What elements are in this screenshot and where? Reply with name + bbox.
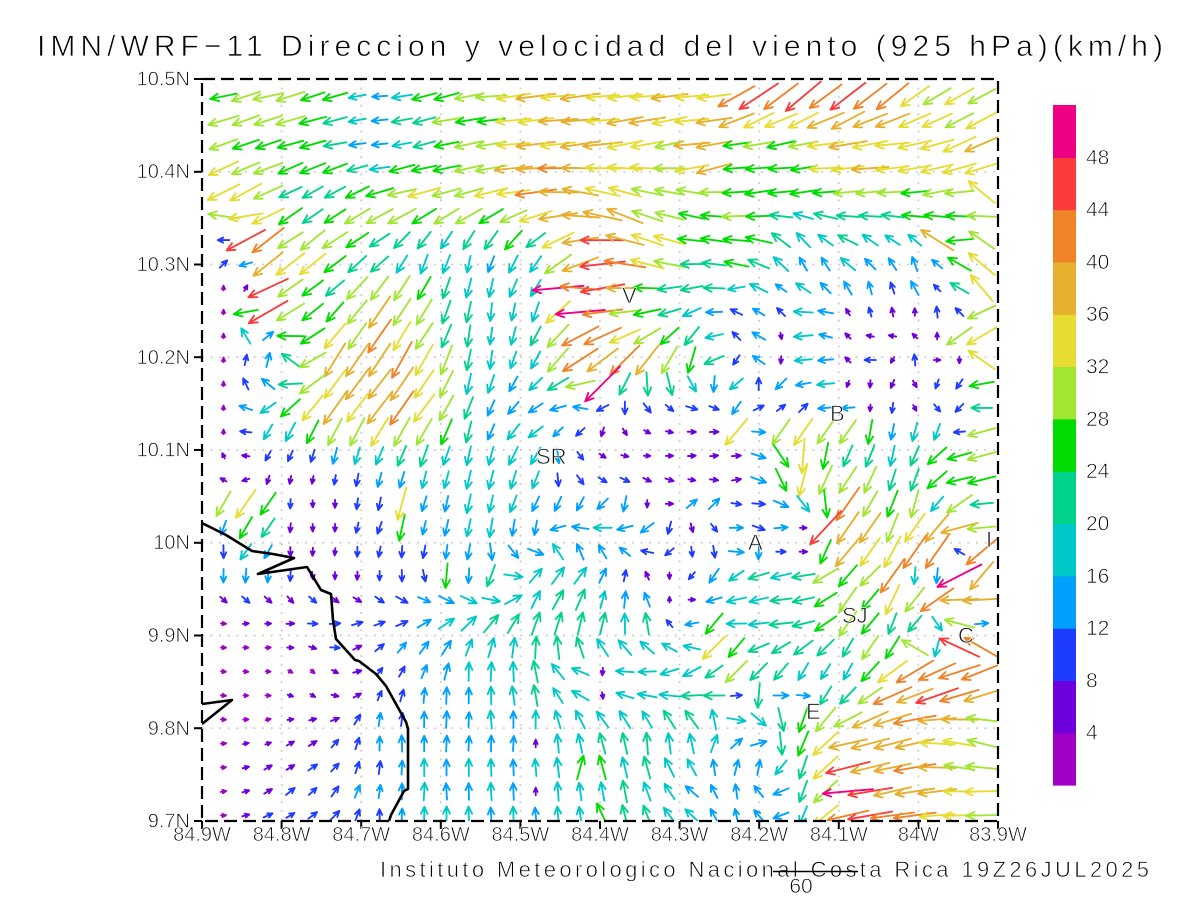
svg-text:16: 16 bbox=[1086, 565, 1109, 588]
svg-text:4: 4 bbox=[1086, 722, 1098, 745]
svg-text:10.4N: 10.4N bbox=[137, 161, 190, 183]
svg-text:32: 32 bbox=[1086, 356, 1109, 379]
svg-text:10.3N: 10.3N bbox=[137, 254, 190, 276]
svg-text:A: A bbox=[748, 530, 763, 555]
svg-text:84.7W: 84.7W bbox=[332, 824, 390, 846]
svg-text:10.2N: 10.2N bbox=[137, 347, 190, 369]
svg-text:60: 60 bbox=[789, 875, 812, 898]
svg-text:84.4W: 84.4W bbox=[571, 824, 629, 846]
svg-text:84.1W: 84.1W bbox=[810, 824, 868, 846]
svg-text:84.9W: 84.9W bbox=[173, 824, 231, 846]
svg-text:Instituto Meteorologico Nacion: Instituto Meteorologico Nacional Costa R… bbox=[380, 857, 1149, 882]
svg-text:V: V bbox=[622, 283, 637, 308]
svg-text:I: I bbox=[986, 527, 992, 552]
svg-text:12: 12 bbox=[1086, 617, 1109, 640]
svg-text:24: 24 bbox=[1086, 460, 1110, 483]
svg-text:8: 8 bbox=[1086, 669, 1098, 692]
svg-text:10.1N: 10.1N bbox=[137, 440, 190, 462]
svg-text:20: 20 bbox=[1086, 513, 1109, 536]
svg-text:C: C bbox=[958, 623, 974, 648]
svg-text:9.9N: 9.9N bbox=[148, 625, 190, 647]
svg-text:84.5W: 84.5W bbox=[491, 824, 549, 846]
svg-text:9.7N: 9.7N bbox=[148, 811, 190, 833]
svg-text:84W: 84W bbox=[898, 824, 939, 846]
svg-text:84.2W: 84.2W bbox=[730, 824, 788, 846]
svg-text:9.8N: 9.8N bbox=[148, 718, 190, 740]
svg-text:SJ: SJ bbox=[842, 603, 868, 628]
svg-text:40: 40 bbox=[1086, 251, 1109, 274]
svg-text:36: 36 bbox=[1086, 303, 1109, 326]
svg-text:44: 44 bbox=[1086, 199, 1110, 222]
svg-text:84.6W: 84.6W bbox=[412, 824, 470, 846]
svg-text:10N: 10N bbox=[153, 532, 190, 554]
svg-text:84.3W: 84.3W bbox=[651, 824, 709, 846]
svg-text:SR: SR bbox=[536, 444, 567, 469]
svg-text:48: 48 bbox=[1086, 146, 1109, 169]
svg-text:83.9W: 83.9W bbox=[969, 824, 1027, 846]
svg-text:E: E bbox=[806, 699, 821, 724]
svg-text:B: B bbox=[830, 401, 845, 426]
svg-text:28: 28 bbox=[1086, 408, 1109, 431]
svg-text:84.8W: 84.8W bbox=[253, 824, 311, 846]
svg-text:10.5N: 10.5N bbox=[137, 69, 190, 91]
svg-text:IMN/WRF−11 Direccion y velocid: IMN/WRF−11 Direccion y velocidad del vie… bbox=[37, 30, 1163, 63]
